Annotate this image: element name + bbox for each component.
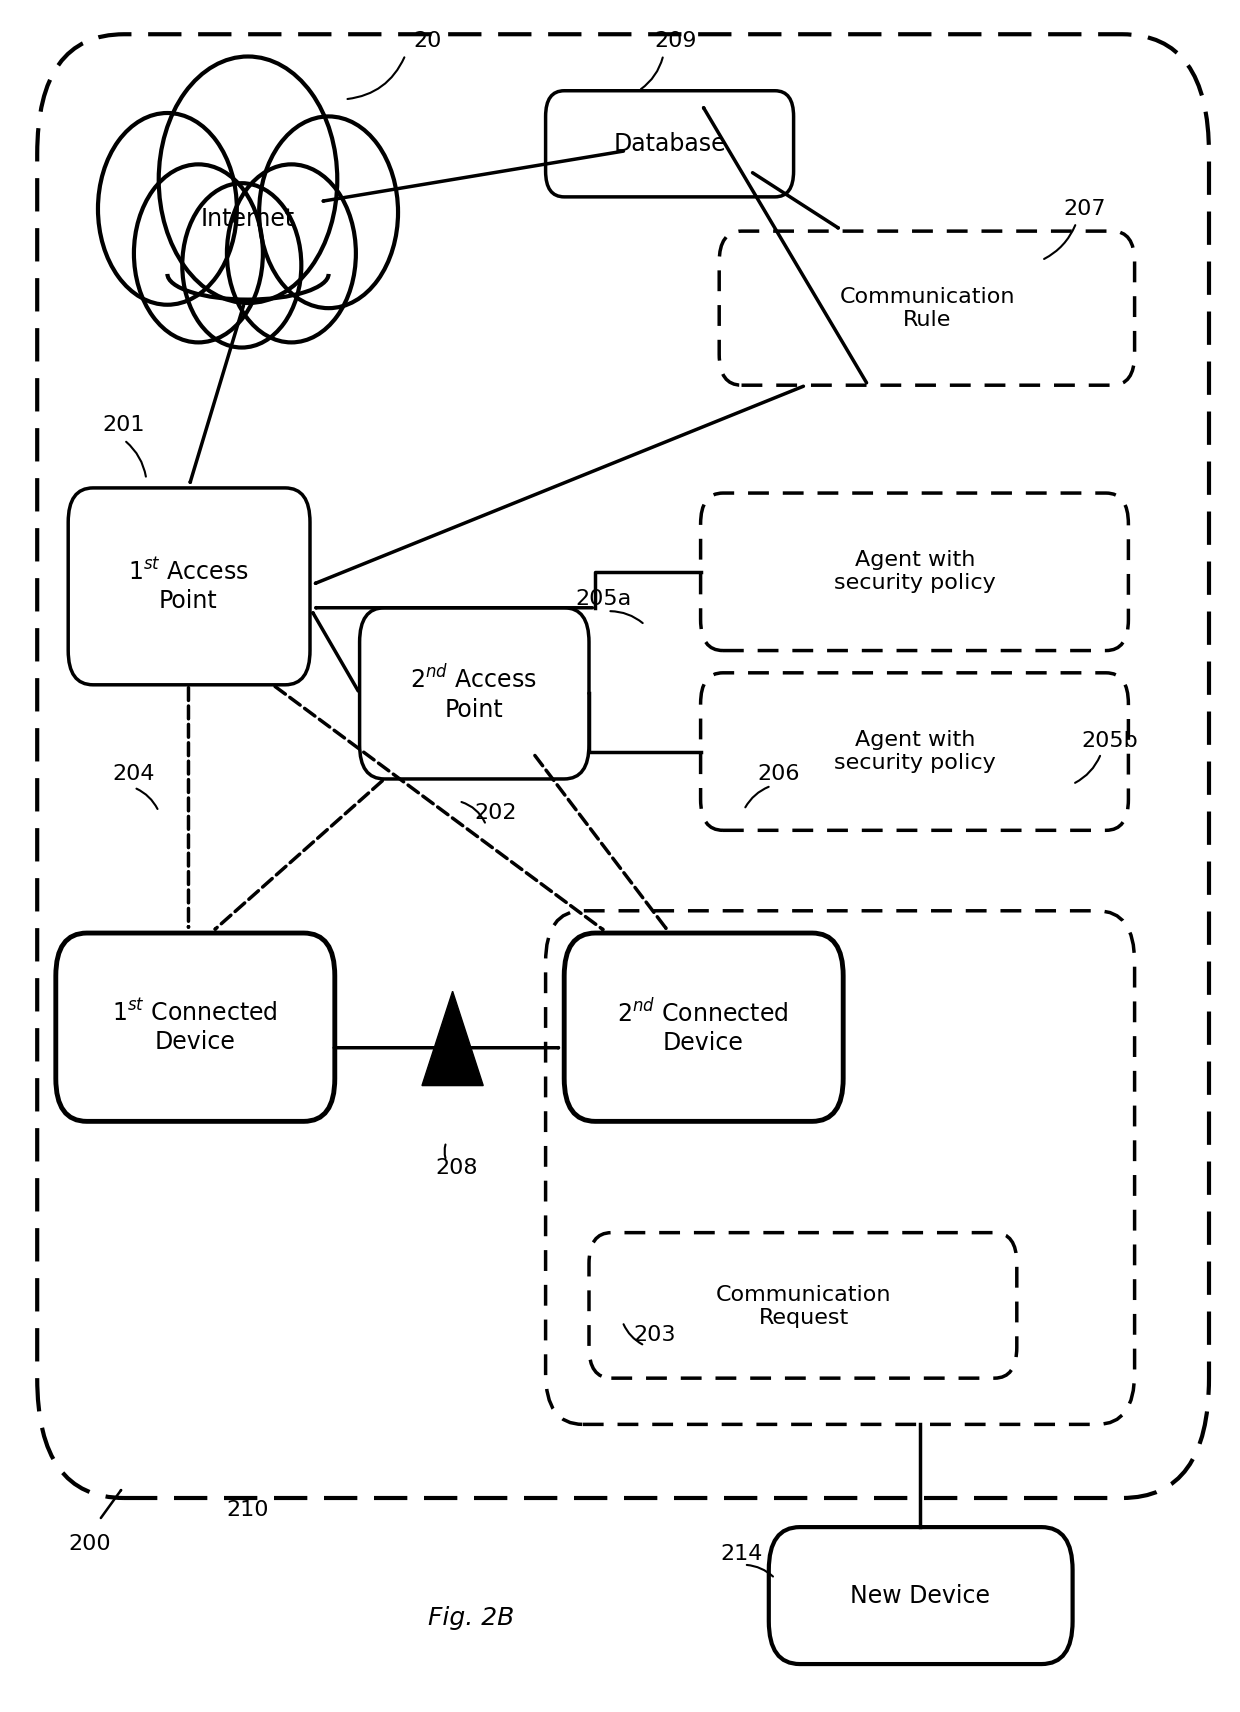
Text: $1^{st}$ Connected
Device: $1^{st}$ Connected Device [112,1000,278,1055]
Bar [167,240,329,288]
Circle shape [234,175,348,332]
Text: Database: Database [614,132,725,156]
FancyBboxPatch shape [701,493,1128,651]
FancyBboxPatch shape [701,673,1128,830]
Text: 200: 200 [68,1534,110,1554]
Text: Agent with
security policy: Agent with security policy [835,729,996,774]
Text: 201: 201 [103,414,145,435]
FancyBboxPatch shape [37,34,1209,1498]
Polygon shape [422,991,484,1085]
Circle shape [170,72,326,288]
Text: Internet: Internet [201,207,295,231]
FancyBboxPatch shape [589,1233,1017,1378]
Circle shape [141,175,255,332]
Circle shape [259,116,398,308]
FancyBboxPatch shape [68,488,310,685]
Text: $2^{nd}$ Connected
Device: $2^{nd}$ Connected Device [618,1000,789,1055]
Text: New Device: New Device [851,1584,990,1608]
Text: 205b: 205b [1081,731,1138,752]
Text: Communication
Request: Communication Request [715,1284,892,1329]
Text: 202: 202 [475,803,517,823]
Text: 204: 204 [113,764,155,784]
Text: 20: 20 [414,31,441,51]
Text: 205a: 205a [575,589,632,609]
FancyBboxPatch shape [564,933,843,1121]
Circle shape [182,183,301,348]
Text: $2^{nd}$ Access
Point: $2^{nd}$ Access Point [410,666,537,721]
Circle shape [268,128,389,296]
Text: Fig. 2B: Fig. 2B [428,1606,515,1630]
Text: 203: 203 [634,1325,676,1346]
Text: 208: 208 [435,1157,477,1178]
Text: 206: 206 [758,764,800,784]
Circle shape [134,164,263,342]
Text: 207: 207 [1064,199,1106,219]
Circle shape [159,56,337,303]
Text: Communication
Rule: Communication Rule [839,286,1016,330]
Circle shape [190,193,294,337]
Text: $1^{st}$ Access
Point: $1^{st}$ Access Point [128,558,249,613]
FancyBboxPatch shape [719,231,1135,385]
FancyBboxPatch shape [769,1527,1073,1664]
FancyBboxPatch shape [56,933,335,1121]
Text: Agent with
security policy: Agent with security policy [835,550,996,594]
Text: 209: 209 [655,31,697,51]
Circle shape [98,113,237,305]
Circle shape [107,125,228,293]
FancyBboxPatch shape [546,91,794,197]
Text: 210: 210 [227,1500,269,1520]
Circle shape [227,164,356,342]
Text: 214: 214 [720,1544,763,1565]
FancyBboxPatch shape [360,608,589,779]
